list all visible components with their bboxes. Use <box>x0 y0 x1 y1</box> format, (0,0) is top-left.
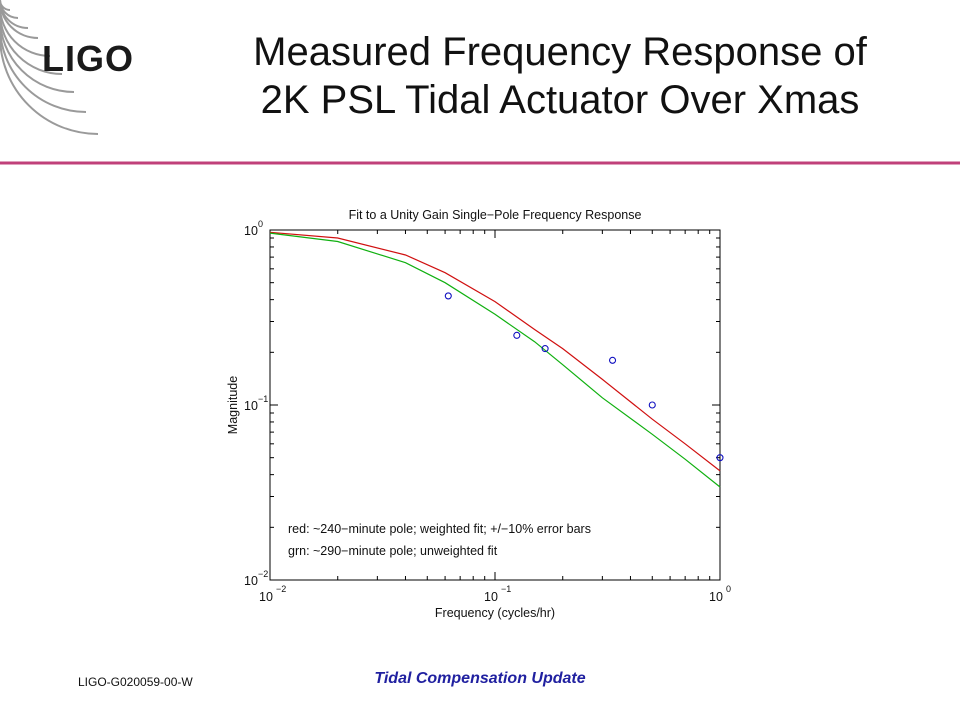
x-tick-label-exponent: −1 <box>501 584 511 594</box>
slide-title-line-2: 2K PSL Tidal Actuator Over Xmas <box>260 78 860 122</box>
x-tick-label-exponent: −2 <box>276 584 286 594</box>
y-tick-label-base: 10 <box>244 399 258 413</box>
slide-title: Measured Frequency Response of 2K PSL Ti… <box>170 28 950 124</box>
footer-topic: Tidal Compensation Update <box>374 670 586 687</box>
data-point <box>608 356 617 364</box>
y-tick-label-exponent: −2 <box>258 569 268 579</box>
ligo-logo: LIGO <box>42 38 134 79</box>
slide-title-line-1: Measured Frequency Response of <box>253 30 867 74</box>
x-axis-label: Frequency (cycles/hr) <box>435 606 555 620</box>
x-tick-label-base: 10 <box>484 590 498 604</box>
footer-document-id: LIGO-G020059-00-W <box>78 675 193 689</box>
series-line-red <box>269 231 721 472</box>
y-tick-label-exponent: 0 <box>258 219 263 229</box>
series-layer <box>269 231 721 488</box>
annotation-green: grn: ~290−minute pole; unweighted fit <box>288 544 498 558</box>
y-tick-label-base: 10 <box>244 224 258 238</box>
data-point <box>541 345 549 353</box>
x-tick-label-exponent: 0 <box>726 584 731 594</box>
data-point <box>513 331 521 339</box>
annotation-red: red: ~240−minute pole; weighted fit; +/−… <box>288 522 591 536</box>
data-point <box>716 454 724 462</box>
ligo-logo-arcs <box>0 0 99 135</box>
y-tick-label-base: 10 <box>244 574 258 588</box>
x-tick-label-base: 10 <box>709 590 723 604</box>
chart-title: Fit to a Unity Gain Single−Pole Frequenc… <box>349 208 642 222</box>
x-tick-label-base: 10 <box>259 590 273 604</box>
frequency-response-chart: Fit to a Unity Gain Single−Pole Frequenc… <box>226 208 731 620</box>
y-axis-label: Magnitude <box>226 376 240 434</box>
y-tick-label-exponent: −1 <box>258 394 268 404</box>
series-line-green <box>269 232 721 488</box>
data-point <box>648 401 656 409</box>
data-point <box>444 292 452 300</box>
minor-ticks <box>270 230 720 580</box>
data-points <box>444 292 724 462</box>
